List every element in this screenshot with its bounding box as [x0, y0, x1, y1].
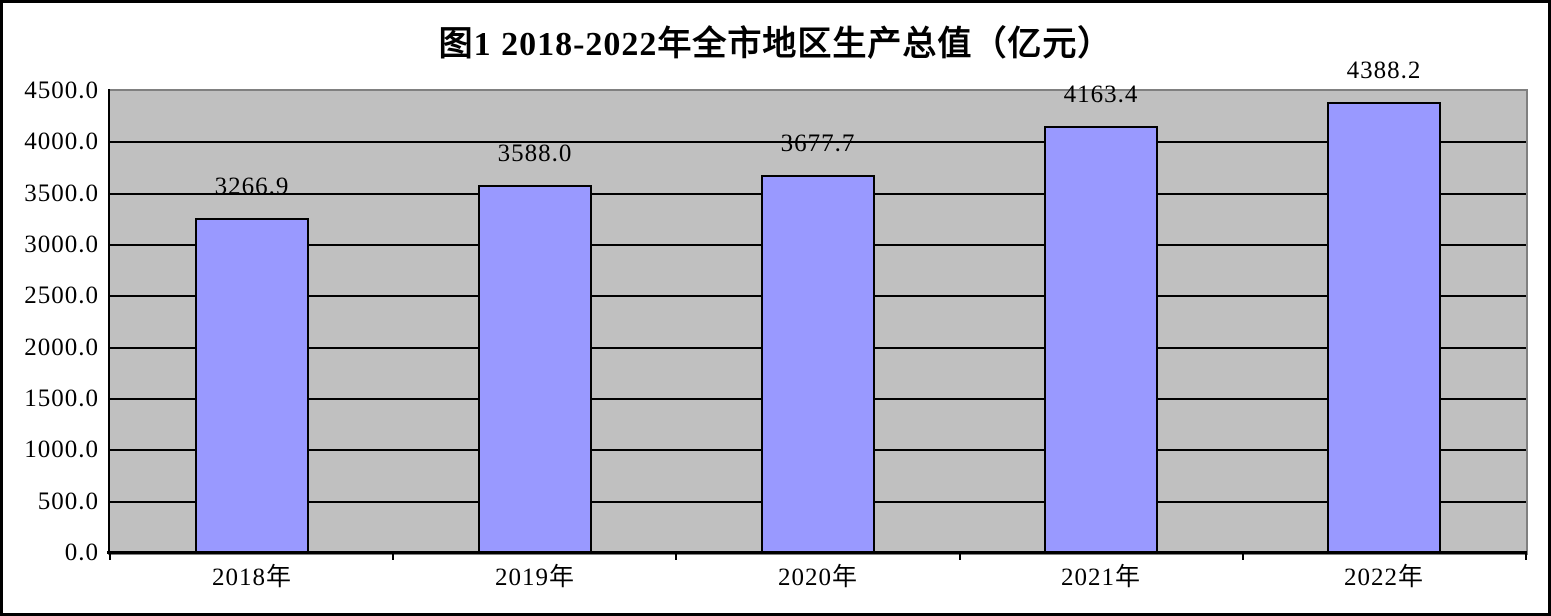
axis-tick: [1525, 554, 1527, 560]
bar-value-label: 4163.4: [1063, 81, 1139, 108]
y-tick-label: 4000.0: [24, 128, 99, 155]
bar-value-label: 3266.9: [214, 173, 290, 200]
y-tick-label: 3000.0: [24, 231, 99, 258]
chart-title: 图1 2018-2022年全市地区生产总值（亿元）: [438, 26, 1113, 63]
bar-value-label: 3677.7: [780, 130, 856, 157]
bar: [478, 185, 592, 553]
category-axis-line: [107, 551, 1527, 554]
y-tick-label: 1000.0: [24, 436, 99, 463]
bar-value-label: 3588.0: [497, 140, 573, 167]
gridline: [110, 141, 1526, 143]
y-tick-label: 2000.0: [24, 334, 99, 361]
y-tick-label: 4500.0: [24, 77, 99, 104]
x-axis-label: 2018年: [211, 564, 292, 591]
x-axis-label: 2020年: [777, 564, 858, 591]
bar: [761, 175, 875, 553]
axis-tick: [675, 554, 677, 560]
bar: [1327, 102, 1441, 553]
y-tick-label: 0.0: [64, 539, 99, 566]
x-axis-label: 2021年: [1060, 564, 1141, 591]
y-tick-label: 500.0: [37, 488, 99, 515]
axis-tick: [959, 554, 961, 560]
axis-tick: [392, 554, 394, 560]
bar: [1044, 126, 1158, 553]
y-tick-label: 2500.0: [24, 282, 99, 309]
y-tick-label: 1500.0: [24, 385, 99, 412]
bar: [195, 218, 309, 553]
x-axis-label: 2022年: [1343, 564, 1424, 591]
value-axis-line: [108, 89, 110, 554]
y-tick-label: 3500.0: [24, 180, 99, 207]
plot-area: [108, 89, 1528, 555]
bar-value-label: 4388.2: [1346, 57, 1422, 84]
x-axis-label: 2019年: [494, 564, 575, 591]
axis-tick: [109, 554, 111, 560]
axis-tick: [1242, 554, 1244, 560]
